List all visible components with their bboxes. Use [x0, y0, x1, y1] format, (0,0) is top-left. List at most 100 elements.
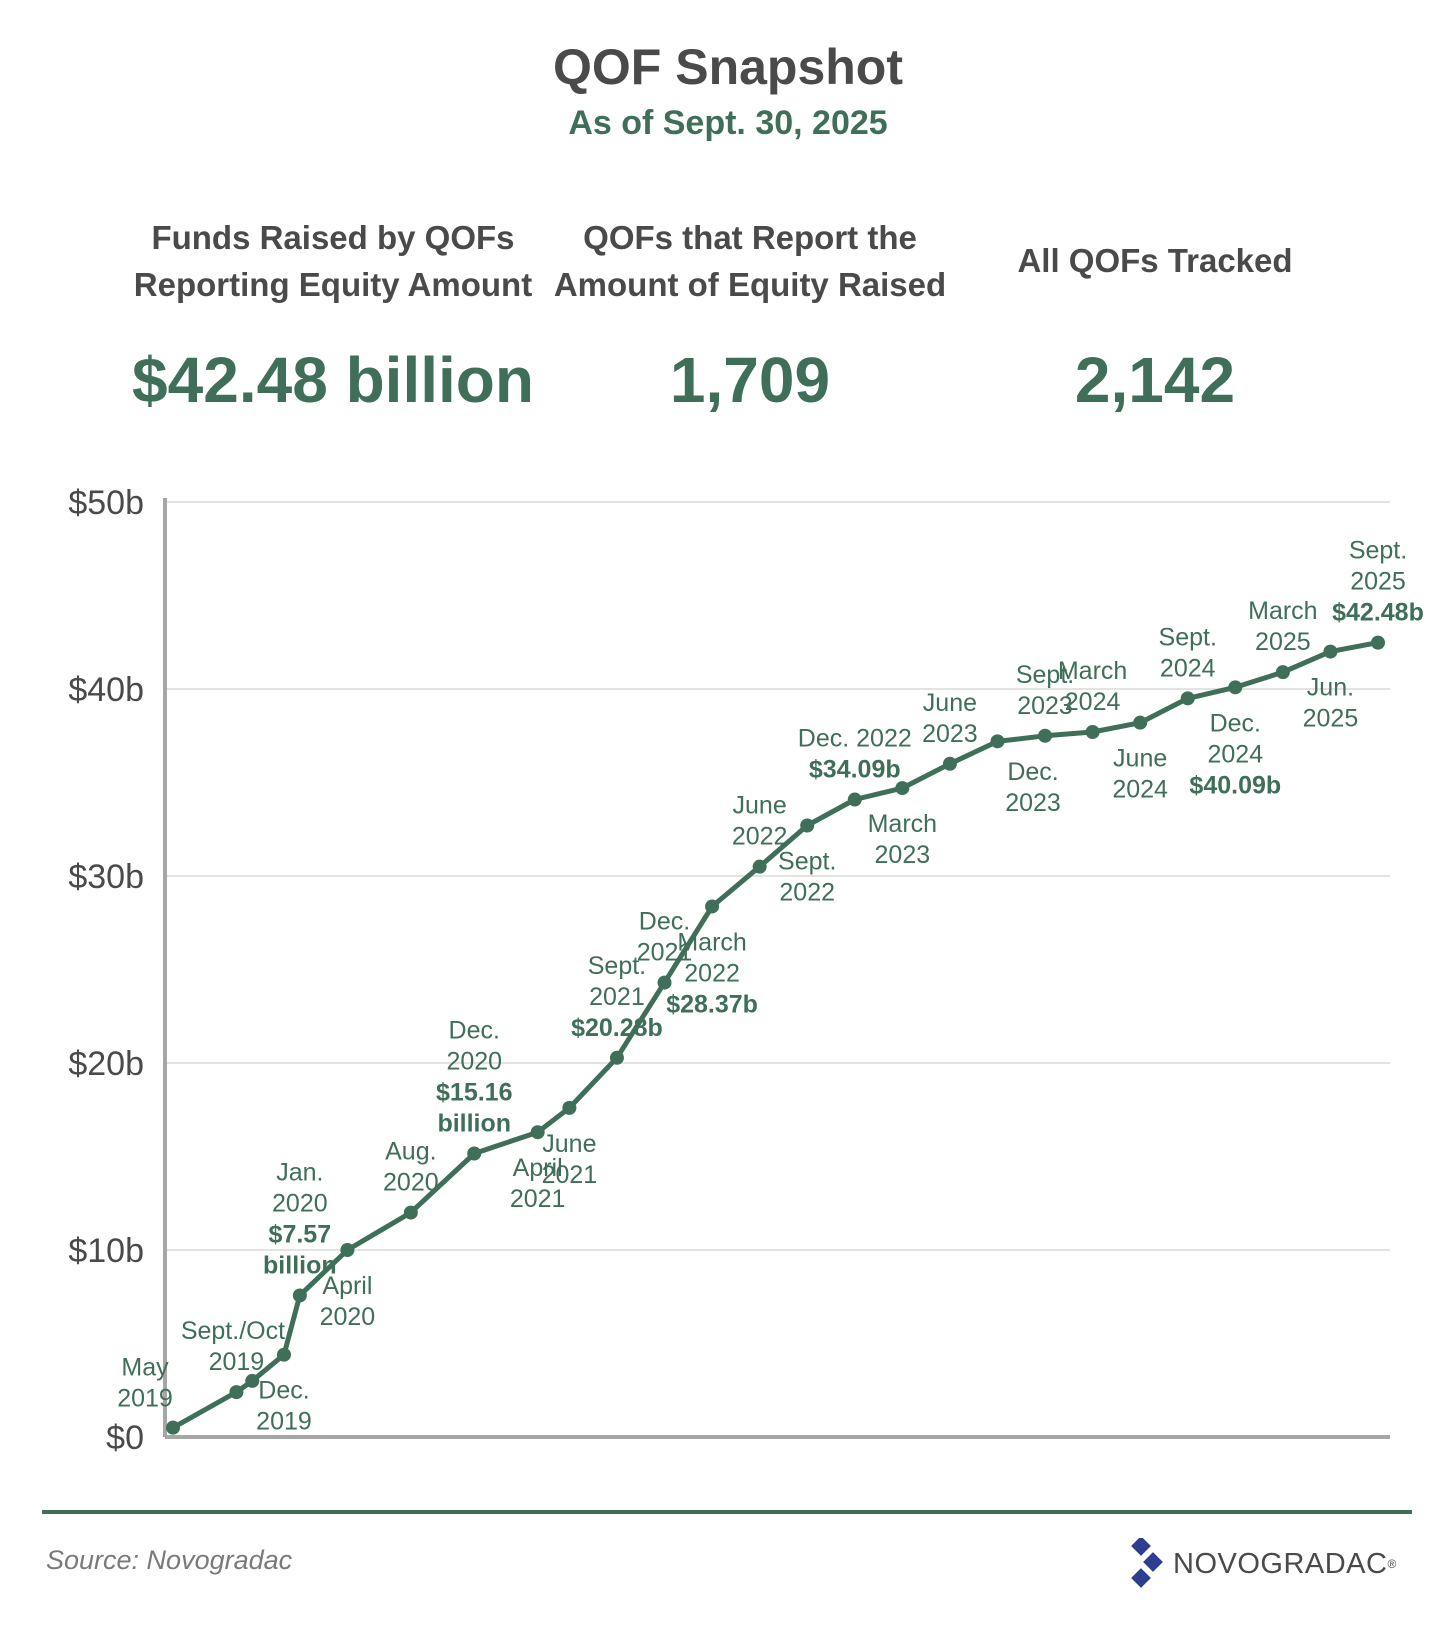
data-point: [530, 1125, 545, 1140]
chart-title: QOF Snapshot: [553, 39, 903, 95]
data-point: [847, 792, 862, 807]
data-date-label: 2025: [1350, 568, 1406, 596]
data-date-label: June: [923, 689, 977, 717]
stat-label: QOFs that Report the Amount of Equity Ra…: [553, 218, 947, 303]
data-date-label: 2021: [589, 983, 645, 1011]
data-date-label: June: [1113, 745, 1167, 773]
stat-qofs-reporting: QOFs that Report the Amount of Equity Ra…: [530, 190, 970, 417]
chart-subtitle: As of Sept. 30, 2025: [568, 104, 888, 142]
data-date-label: Dec.: [1210, 709, 1261, 737]
data-date-label: 2020: [383, 1169, 439, 1197]
diamond-logo-icon: [1131, 1538, 1163, 1588]
data-date-label: 2024: [1207, 740, 1263, 768]
data-point: [1133, 715, 1148, 730]
data-date-label: 2019: [256, 1408, 312, 1436]
data-point: [166, 1420, 180, 1435]
data-date-label: 2019: [117, 1385, 173, 1413]
data-point: [1085, 725, 1100, 740]
data-date-label: Sept.: [1349, 537, 1407, 565]
data-value-label: billion: [437, 1110, 511, 1138]
data-date-label: Aug.: [385, 1138, 436, 1166]
data-date-label: 2025: [1255, 628, 1311, 656]
data-date-label: 2021: [542, 1161, 598, 1189]
data-point: [895, 781, 910, 796]
data-date-label: 2022: [779, 879, 835, 907]
data-date-label: June: [542, 1130, 596, 1158]
data-date-label: Dec. 2022: [798, 725, 912, 753]
data-date-label: April: [322, 1272, 372, 1300]
stat-value: $42.48 billion: [132, 344, 534, 416]
data-point: [800, 818, 815, 833]
data-date-label: 2020: [446, 1048, 502, 1076]
data-point: [276, 1347, 291, 1362]
data-point: [1228, 680, 1243, 695]
data-date-label: Dec.: [1007, 758, 1058, 786]
data-date-label: June: [733, 792, 787, 820]
data-date-label: 2019: [209, 1348, 265, 1376]
data-point: [562, 1100, 577, 1115]
data-date-label: Sept.: [1159, 623, 1217, 651]
data-point: [1038, 728, 1053, 743]
data-date-label: April: [513, 1154, 563, 1182]
data-date-label: Jun.: [1307, 674, 1354, 702]
y-tick-label: $10b: [68, 1232, 144, 1270]
data-date-label: Dec.: [258, 1377, 309, 1405]
stat-funds-raised: Funds Raised by QOFs Reporting Equity Am…: [113, 190, 553, 417]
data-date-label: Jan.: [276, 1158, 323, 1186]
data-point: [1371, 635, 1385, 650]
data-date-label: Sept.: [588, 952, 646, 980]
stat-value: 2,142: [1074, 344, 1236, 416]
data-date-label: 2022: [684, 959, 740, 987]
data-date-label: March: [1058, 657, 1127, 685]
data-point: [657, 975, 672, 990]
y-tick-label: $40b: [68, 671, 144, 709]
y-tick-label: $30b: [68, 858, 144, 896]
data-date-label: March: [677, 928, 746, 956]
data-point: [1323, 644, 1338, 659]
data-date-label: 2023: [1005, 789, 1061, 817]
data-date-label: Sept./Oct.: [181, 1317, 292, 1345]
data-point: [245, 1373, 260, 1388]
y-tick-label: $0: [106, 1419, 144, 1457]
data-date-label: 2020: [320, 1303, 376, 1331]
data-value-label: billion: [263, 1251, 337, 1279]
data-date-label: 2021: [637, 939, 693, 967]
data-value-label: $15.16: [436, 1079, 512, 1107]
data-date-label: 2025: [1303, 705, 1359, 733]
data-date-label: Dec.: [449, 1017, 500, 1045]
data-date-label: 2022: [732, 823, 788, 851]
data-point: [292, 1288, 307, 1303]
data-value-label: $20.28b: [571, 1014, 663, 1042]
data-point: [467, 1146, 482, 1161]
stat-all-qofs: All QOFs Tracked 2,142: [935, 190, 1375, 417]
source-note: Source: Novogradac: [46, 1545, 293, 1575]
data-point: [403, 1205, 418, 1220]
stat-value: 1,709: [669, 344, 831, 416]
registered-mark: ®: [1387, 1557, 1397, 1571]
data-date-label: 2023: [922, 720, 978, 748]
data-date-label: 2023: [1017, 692, 1073, 720]
data-date-label: March: [868, 810, 937, 838]
data-date-label: 2024: [1112, 776, 1168, 804]
data-point: [990, 734, 1005, 749]
data-value-label: $42.48b: [1332, 599, 1424, 627]
data-date-label: 2024: [1160, 654, 1216, 682]
data-value-label: $28.37b: [666, 990, 758, 1018]
stat-label: Funds Raised by QOFs Reporting Equity Am…: [133, 218, 533, 303]
data-point: [609, 1050, 624, 1065]
novogradac-logo: NOVOGRADAC ®: [1125, 1538, 1396, 1590]
data-date-label: Dec.: [639, 908, 690, 936]
data-value-label: $34.09b: [809, 756, 901, 784]
y-tick-label: $20b: [68, 1045, 144, 1083]
data-date-label: 2021: [510, 1185, 566, 1213]
data-point: [942, 756, 957, 771]
data-point: [340, 1243, 355, 1257]
data-date-label: Sept.: [1016, 661, 1074, 689]
data-date-label: 2023: [875, 841, 931, 869]
data-point: [1275, 665, 1290, 680]
data-date-label: May: [121, 1354, 169, 1382]
footer-divider: [42, 1510, 1412, 1514]
y-tick-label: $50b: [68, 484, 144, 522]
stat-label: All QOFs Tracked: [1017, 242, 1293, 279]
logo-text: NOVOGRADAC: [1173, 1547, 1388, 1580]
